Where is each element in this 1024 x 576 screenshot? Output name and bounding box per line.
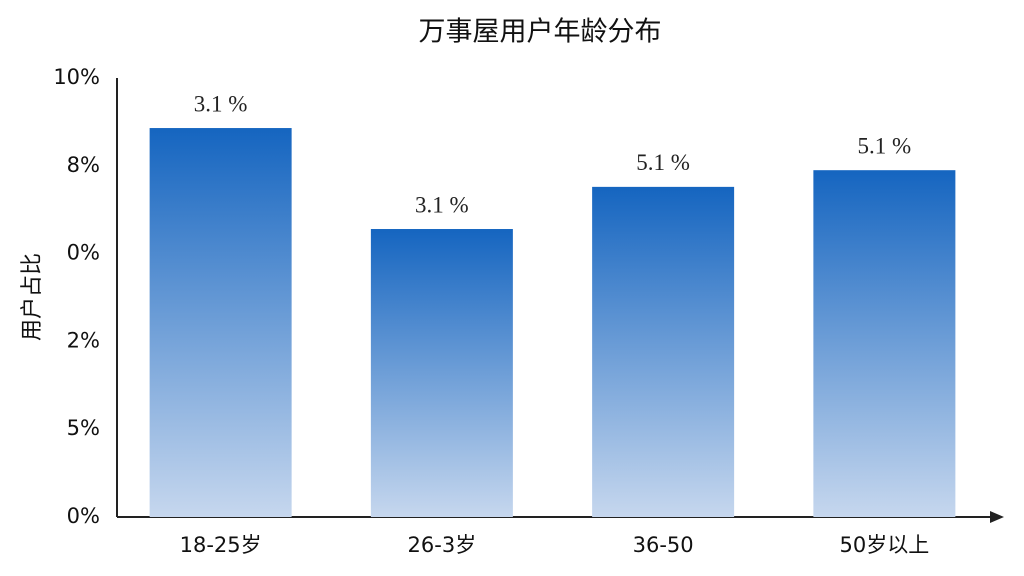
y-tick-label: 0%: [67, 504, 100, 528]
x-tick-label: 18-25岁: [180, 533, 262, 557]
x-axis-arrow: [990, 511, 1004, 523]
y-tick-label: 0%: [67, 241, 100, 265]
y-tick-label: 10%: [53, 65, 100, 89]
bar: [813, 170, 956, 517]
x-tick-label: 50岁以上: [840, 533, 930, 557]
y-tick-label: 5%: [67, 416, 100, 440]
data-label: 3.1 %: [415, 192, 469, 217]
y-tick-label: 2%: [67, 328, 100, 352]
chart-title: 万事屋用户年龄分布: [419, 17, 662, 48]
data-label: 5.1 %: [858, 133, 912, 158]
data-label: 5.1 %: [636, 150, 690, 175]
data-label: 3.1 %: [194, 91, 248, 116]
x-tick-label: 26-3岁: [408, 533, 477, 557]
bar: [149, 128, 292, 517]
y-axis-label: 用户占比: [20, 253, 45, 341]
x-tick-label: 36-50: [633, 533, 694, 557]
bar: [370, 229, 513, 518]
bar: [592, 186, 735, 517]
y-tick-label: 8%: [67, 153, 100, 177]
